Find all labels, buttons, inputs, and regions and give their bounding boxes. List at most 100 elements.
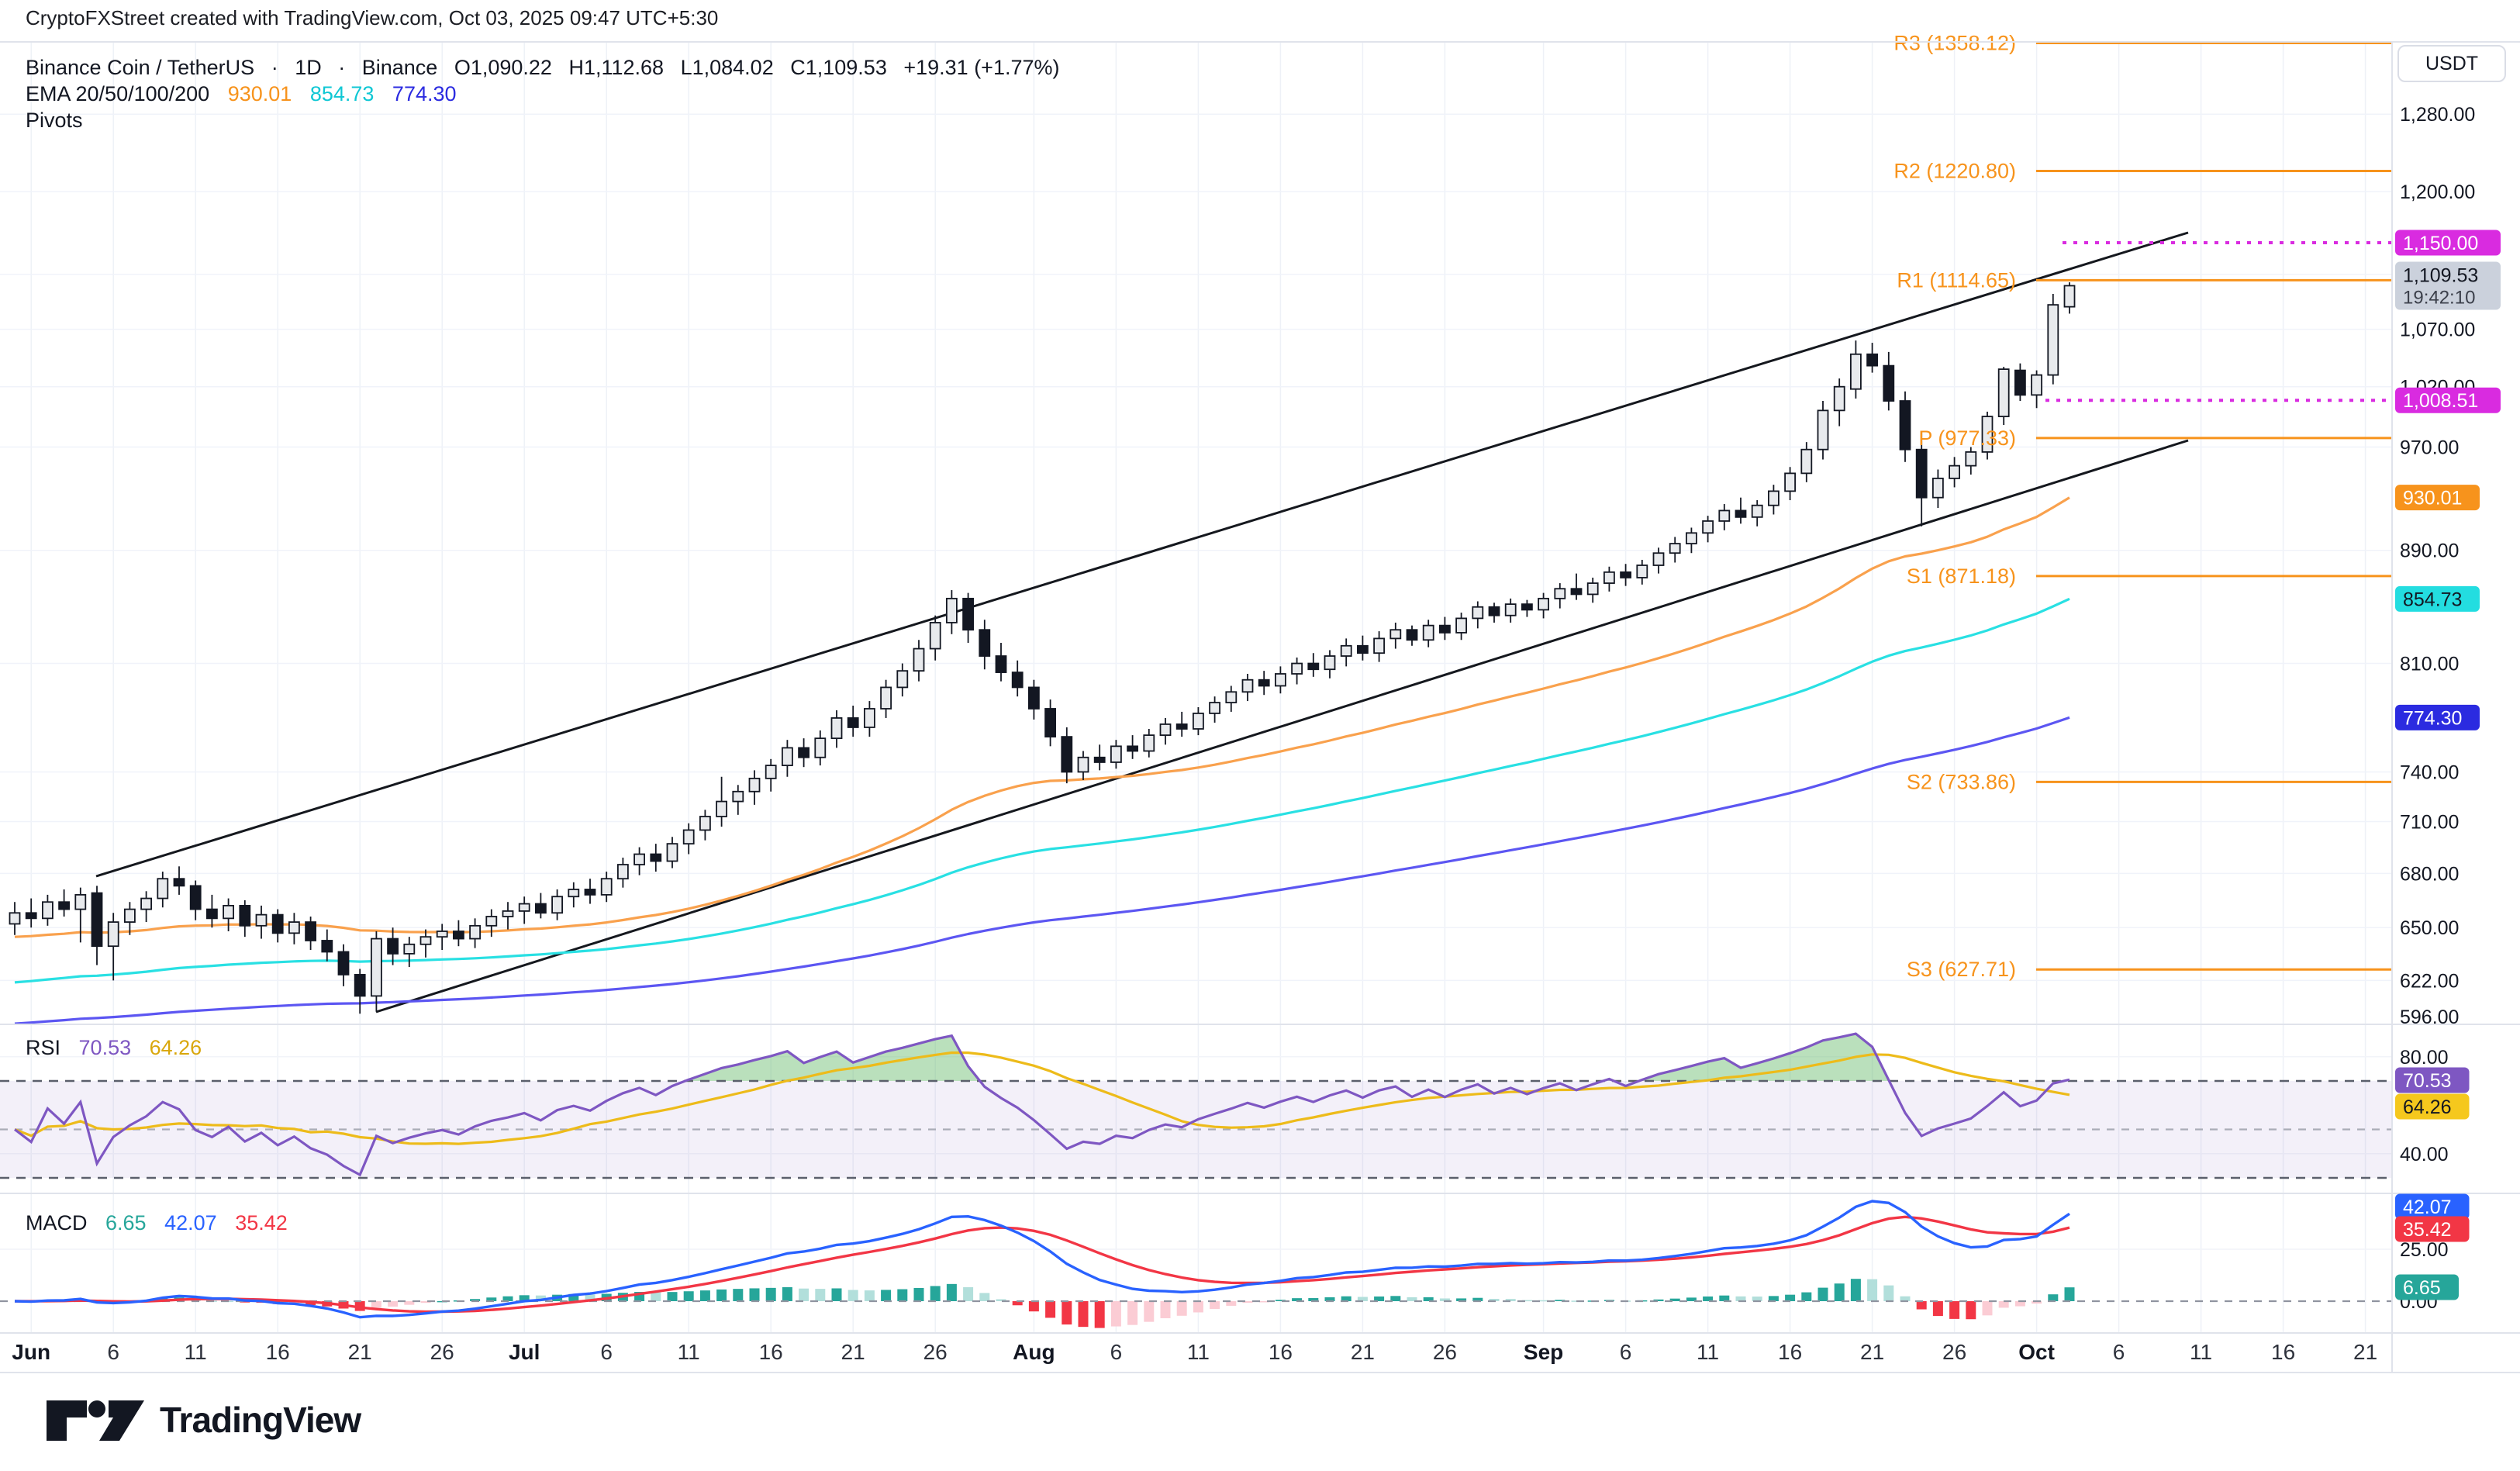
candle[interactable] — [995, 643, 1007, 682]
candle[interactable] — [1866, 343, 1879, 373]
candle[interactable] — [1406, 625, 1418, 646]
candle[interactable] — [2047, 293, 2059, 385]
channel-lower-trendline[interactable] — [375, 439, 2189, 1013]
candle[interactable] — [1275, 666, 1286, 694]
ema200-line[interactable] — [14, 716, 2070, 1024]
candle[interactable] — [1915, 432, 1928, 527]
candle[interactable] — [1209, 696, 1220, 723]
candle[interactable] — [617, 858, 629, 888]
candle[interactable] — [1570, 573, 1583, 600]
candle[interactable] — [1488, 603, 1500, 623]
candle[interactable] — [1718, 504, 1731, 530]
candle[interactable] — [1620, 564, 1632, 586]
candle[interactable] — [979, 620, 991, 670]
tradingview-logo[interactable]: TradingView — [45, 1394, 361, 1445]
candle[interactable] — [830, 710, 843, 748]
candle[interactable] — [453, 920, 464, 947]
candle[interactable] — [157, 872, 169, 908]
candle[interactable] — [123, 902, 136, 935]
candle[interactable] — [1110, 740, 1122, 769]
candle[interactable] — [699, 810, 711, 841]
candle[interactable] — [1472, 601, 1484, 629]
candle[interactable] — [1241, 673, 1254, 702]
candle[interactable] — [1636, 559, 1648, 585]
candle[interactable] — [255, 905, 268, 939]
candle[interactable] — [650, 844, 662, 872]
candle[interactable] — [1652, 547, 1665, 574]
candle[interactable] — [223, 898, 235, 931]
candle[interactable] — [1373, 631, 1385, 662]
candle[interactable] — [2063, 282, 2076, 314]
candle[interactable] — [321, 929, 333, 962]
candle[interactable] — [946, 590, 958, 634]
candle[interactable] — [1093, 744, 1106, 771]
candle[interactable] — [1175, 711, 1188, 737]
candle[interactable] — [1143, 728, 1155, 758]
candle[interactable] — [600, 872, 613, 903]
candle[interactable] — [42, 894, 54, 926]
candle[interactable] — [1538, 592, 1549, 619]
macd-signal-line[interactable] — [14, 1215, 2070, 1314]
candle[interactable] — [1603, 566, 1615, 592]
candle[interactable] — [1455, 613, 1467, 641]
candle[interactable] — [1291, 657, 1303, 685]
candle[interactable] — [814, 730, 827, 766]
candle[interactable] — [1883, 351, 1895, 411]
candle[interactable] — [1685, 527, 1697, 554]
candle[interactable] — [551, 889, 563, 920]
candle[interactable] — [716, 776, 727, 827]
candle[interactable] — [633, 847, 645, 875]
candle[interactable] — [419, 929, 432, 958]
candle[interactable] — [107, 913, 119, 981]
candle[interactable] — [847, 706, 859, 737]
candle[interactable] — [880, 679, 892, 718]
candle[interactable] — [25, 898, 37, 928]
candle[interactable] — [1751, 500, 1763, 527]
candle[interactable] — [1767, 485, 1780, 515]
rsi-line[interactable] — [14, 1032, 2070, 1177]
candle[interactable] — [1997, 367, 2010, 426]
candle[interactable] — [584, 879, 596, 904]
rsi-label[interactable]: RSI — [26, 1036, 61, 1059]
candle[interactable] — [1849, 340, 1862, 399]
candle[interactable] — [798, 738, 810, 768]
candle[interactable] — [1011, 660, 1024, 697]
candle[interactable] — [1702, 516, 1714, 543]
candle[interactable] — [9, 902, 21, 935]
symbol-title[interactable]: Binance Coin / TetherUS — [26, 56, 255, 79]
candle[interactable] — [288, 913, 300, 944]
candle[interactable] — [1521, 599, 1533, 617]
candle[interactable] — [1324, 650, 1336, 679]
candle[interactable] — [1965, 447, 1977, 475]
candle[interactable] — [1800, 442, 1813, 482]
candle[interactable] — [337, 944, 350, 986]
candle[interactable] — [189, 880, 202, 920]
ema-label[interactable]: EMA 20/50/100/200 — [26, 82, 210, 105]
candle[interactable] — [1193, 706, 1204, 736]
candle[interactable] — [1357, 635, 1369, 661]
channel-upper-trendline[interactable] — [95, 231, 2189, 878]
candle[interactable] — [502, 902, 514, 930]
candle[interactable] — [682, 823, 695, 855]
candle[interactable] — [205, 894, 218, 928]
rsi-ma-line[interactable] — [14, 1051, 2070, 1145]
candle[interactable] — [1258, 671, 1270, 696]
candle[interactable] — [1340, 638, 1352, 667]
candle[interactable] — [305, 916, 317, 951]
candle[interactable] — [239, 900, 251, 938]
candle[interactable] — [929, 615, 941, 661]
candle[interactable] — [1307, 653, 1320, 677]
candle[interactable] — [1784, 467, 1797, 501]
candle[interactable] — [1225, 685, 1238, 712]
candle[interactable] — [1044, 699, 1056, 747]
candle[interactable] — [1554, 583, 1566, 609]
candle[interactable] — [568, 882, 580, 908]
price-axis[interactable]: 1,280.001,200.001,120.001,070.001,020.00… — [2395, 104, 2501, 1313]
candle[interactable] — [913, 640, 925, 682]
time-axis[interactable]: Jun 6 11 16 21 26 Jul 6 11 16 21 26 Aug 6 11 16 21 26 Sep 6… — [12, 1340, 2377, 1364]
candle[interactable] — [748, 770, 761, 805]
candle[interactable] — [1981, 411, 1994, 460]
candle[interactable] — [1389, 622, 1402, 649]
candle[interactable] — [403, 937, 416, 968]
